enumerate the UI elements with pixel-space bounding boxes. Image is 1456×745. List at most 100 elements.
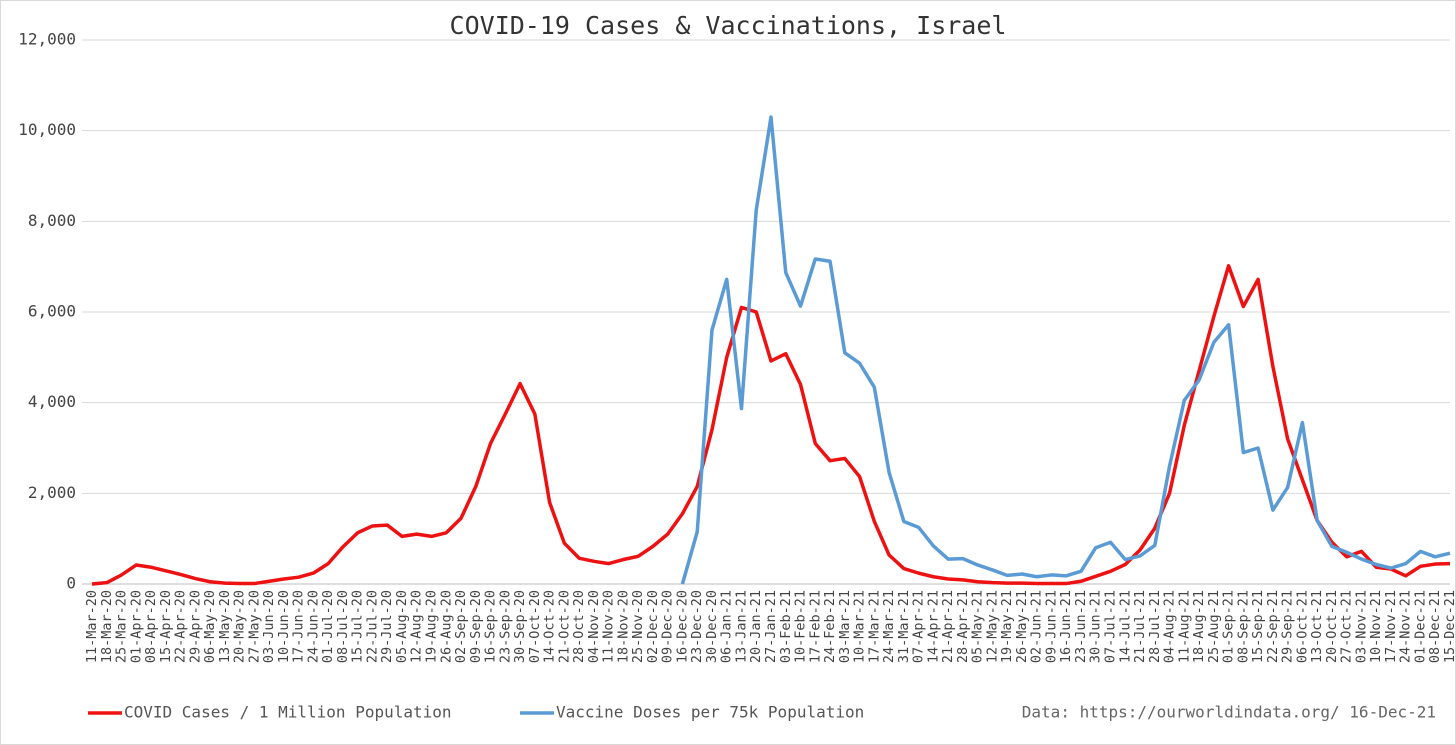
x-tick-label: 08-Sep-21 bbox=[1235, 590, 1251, 663]
y-tick-label: 8,000 bbox=[28, 211, 76, 230]
x-tick-label: 14-Oct-20 bbox=[542, 590, 558, 663]
chart-title: COVID-19 Cases & Vaccinations, Israel bbox=[450, 11, 1007, 40]
x-tick-label: 11-Aug-21 bbox=[1176, 590, 1192, 663]
x-tick-label: 17-Jun-20 bbox=[291, 590, 307, 663]
x-tick-label: 01-Apr-20 bbox=[128, 590, 144, 663]
x-tick-label: 27-Oct-21 bbox=[1339, 590, 1355, 663]
x-tick-label: 17-Mar-21 bbox=[866, 590, 882, 663]
x-tick-label: 30-Jun-21 bbox=[1088, 590, 1104, 663]
x-tick-label: 31-Mar-21 bbox=[896, 590, 912, 663]
y-tick-label: 4,000 bbox=[28, 392, 76, 411]
x-tick-label: 15-Dec-21 bbox=[1442, 590, 1456, 663]
x-tick-label: 24-Feb-21 bbox=[822, 590, 838, 663]
x-tick-label: 20-Oct-21 bbox=[1324, 590, 1340, 663]
x-tick-label: 30-Dec-20 bbox=[704, 590, 720, 663]
legend-label: Vaccine Doses per 75k Population bbox=[556, 703, 864, 722]
x-tick-label: 10-Feb-21 bbox=[793, 590, 809, 663]
x-tick-label: 08-Dec-21 bbox=[1427, 590, 1443, 663]
x-tick-label: 11-Mar-20 bbox=[84, 590, 100, 663]
x-tick-label: 16-Dec-20 bbox=[674, 590, 690, 663]
x-tick-label: 07-Oct-20 bbox=[527, 590, 543, 663]
x-tick-label: 02-Dec-20 bbox=[645, 590, 661, 663]
x-tick-label: 29-Sep-21 bbox=[1280, 590, 1296, 663]
x-tick-label: 14-Apr-21 bbox=[925, 590, 941, 663]
y-tick-label: 6,000 bbox=[28, 302, 76, 321]
x-tick-label: 16-Jun-21 bbox=[1058, 590, 1074, 663]
x-tick-label: 18-Nov-20 bbox=[615, 590, 631, 663]
x-tick-label: 13-Oct-21 bbox=[1309, 590, 1325, 663]
x-tick-label: 29-Jul-20 bbox=[379, 590, 395, 663]
y-tick-label: 2,000 bbox=[28, 483, 76, 502]
x-tick-label: 28-Apr-21 bbox=[955, 590, 971, 663]
x-tick-label: 27-May-20 bbox=[246, 590, 262, 663]
x-tick-label: 18-Aug-21 bbox=[1191, 590, 1207, 663]
x-tick-label: 05-Aug-20 bbox=[394, 590, 410, 663]
x-tick-label: 11-Nov-20 bbox=[601, 590, 617, 663]
x-tick-label: 25-Aug-21 bbox=[1206, 590, 1222, 663]
x-tick-label: 05-May-21 bbox=[970, 590, 986, 663]
x-tick-label: 03-Nov-21 bbox=[1353, 590, 1369, 663]
x-tick-label: 12-Aug-20 bbox=[409, 590, 425, 663]
x-tick-label: 08-Apr-20 bbox=[143, 590, 159, 663]
x-tick-label: 08-Jul-20 bbox=[335, 590, 351, 663]
x-tick-label: 15-Sep-21 bbox=[1250, 590, 1266, 663]
x-tick-label: 21-Jul-21 bbox=[1132, 590, 1148, 663]
x-tick-label: 02-Sep-20 bbox=[453, 590, 469, 663]
x-tick-label: 22-Sep-21 bbox=[1265, 590, 1281, 663]
x-tick-label: 22-Jul-20 bbox=[364, 590, 380, 663]
x-tick-label: 28-Oct-20 bbox=[571, 590, 587, 663]
x-tick-label: 03-Mar-21 bbox=[837, 590, 853, 663]
x-tick-label: 01-Jul-20 bbox=[320, 590, 336, 663]
x-tick-label: 04-Aug-21 bbox=[1162, 590, 1178, 663]
x-tick-label: 07-Jul-21 bbox=[1103, 590, 1119, 663]
x-tick-label: 29-Apr-20 bbox=[187, 590, 203, 663]
x-tick-label: 09-Dec-20 bbox=[660, 590, 676, 663]
x-tick-label: 24-Mar-21 bbox=[881, 590, 897, 663]
x-tick-label: 06-May-20 bbox=[202, 590, 218, 663]
data-line bbox=[680, 115, 1451, 585]
x-tick-label: 20-May-20 bbox=[232, 590, 248, 663]
x-tick-label: 30-Sep-20 bbox=[512, 590, 528, 663]
x-tick-label: 24-Nov-21 bbox=[1398, 590, 1414, 663]
x-tick-label: 19-May-21 bbox=[999, 590, 1015, 663]
data-line bbox=[91, 264, 1451, 586]
x-tick-label: 21-Apr-21 bbox=[940, 590, 956, 663]
x-tick-label: 06-Jan-21 bbox=[719, 590, 735, 663]
x-tick-label: 07-Apr-21 bbox=[911, 590, 927, 663]
x-tick-label: 04-Nov-20 bbox=[586, 590, 602, 663]
x-tick-label: 12-May-21 bbox=[984, 590, 1000, 663]
x-tick-label: 26-Aug-20 bbox=[438, 590, 454, 663]
x-tick-label: 25-Mar-20 bbox=[114, 590, 130, 663]
x-tick-label: 19-Aug-20 bbox=[424, 590, 440, 663]
x-tick-label: 23-Jun-21 bbox=[1073, 590, 1089, 663]
x-tick-label: 10-Nov-21 bbox=[1368, 590, 1384, 663]
x-tick-label: 01-Sep-21 bbox=[1221, 590, 1237, 663]
x-tick-label: 13-Jan-21 bbox=[733, 590, 749, 663]
x-tick-label: 10-Jun-20 bbox=[276, 590, 292, 663]
x-tick-label: 09-Jun-21 bbox=[1043, 590, 1059, 663]
x-tick-label: 14-Jul-21 bbox=[1117, 590, 1133, 663]
x-tick-label: 22-Apr-20 bbox=[173, 590, 189, 663]
x-tick-label: 20-Jan-21 bbox=[748, 590, 764, 663]
x-tick-label: 21-Oct-20 bbox=[556, 590, 572, 663]
x-tick-label: 17-Feb-21 bbox=[807, 590, 823, 663]
x-tick-label: 23-Sep-20 bbox=[497, 590, 513, 663]
x-tick-label: 15-Apr-20 bbox=[158, 590, 174, 663]
x-tick-label: 27-Jan-21 bbox=[763, 590, 779, 663]
x-tick-label: 15-Jul-20 bbox=[350, 590, 366, 663]
source-note: Data: https://ourworldindata.org/ 16-Dec… bbox=[1022, 703, 1436, 722]
legend-label: COVID Cases / 1 Million Population bbox=[124, 703, 452, 722]
x-tick-label: 25-Nov-20 bbox=[630, 590, 646, 663]
y-tick-label: 10,000 bbox=[18, 120, 76, 139]
y-tick-label: 12,000 bbox=[18, 30, 76, 49]
x-tick-label: 03-Feb-21 bbox=[778, 590, 794, 663]
x-tick-label: 06-Oct-21 bbox=[1294, 590, 1310, 663]
x-tick-label: 28-Jul-21 bbox=[1147, 590, 1163, 663]
x-tick-label: 10-Mar-21 bbox=[852, 590, 868, 663]
y-tick-label: 0 bbox=[66, 574, 76, 593]
x-tick-label: 01-Dec-21 bbox=[1412, 590, 1428, 663]
x-tick-label: 09-Sep-20 bbox=[468, 590, 484, 663]
